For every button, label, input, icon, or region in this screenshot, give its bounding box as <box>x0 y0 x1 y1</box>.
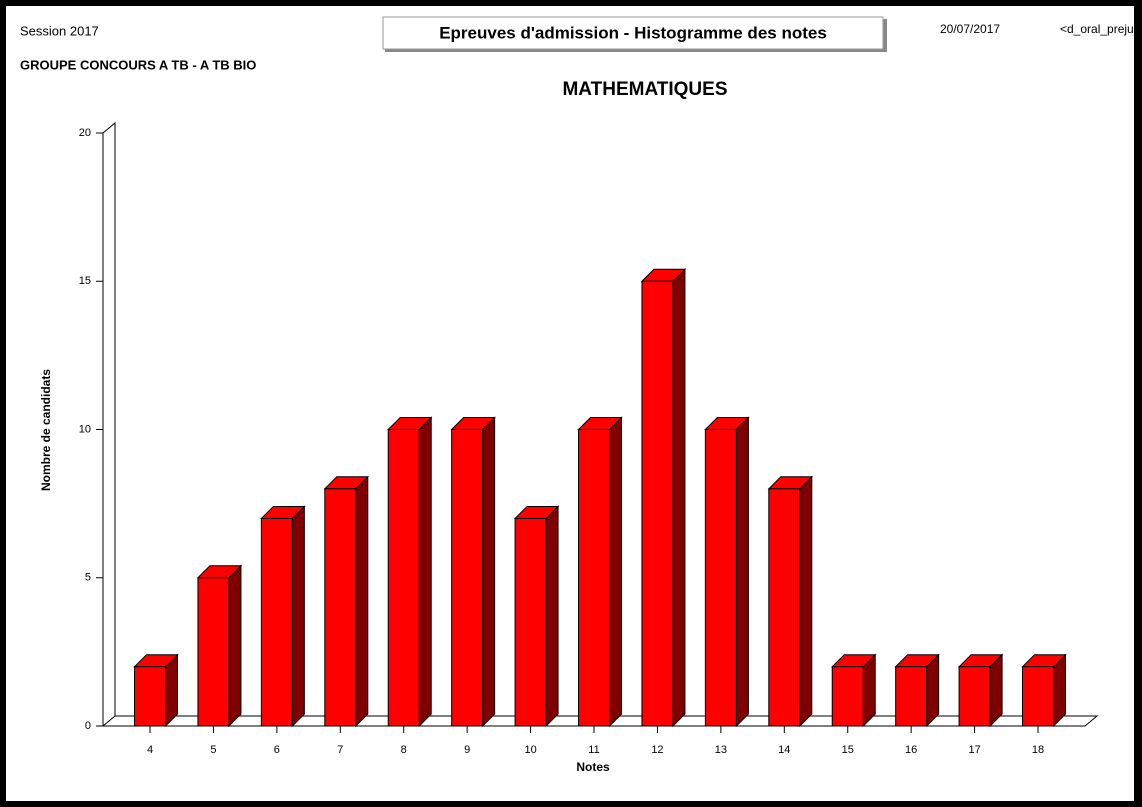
report-area <box>6 6 1134 801</box>
bar <box>387 429 420 727</box>
y-tick-label: 5 <box>85 572 91 584</box>
x-tick-label: 6 <box>274 744 280 756</box>
x-tick-label: 12 <box>651 744 663 756</box>
bar <box>641 280 674 727</box>
y-tick-label: 20 <box>79 127 91 139</box>
chart-title: MATHEMATIQUES <box>562 79 727 100</box>
bar <box>1022 666 1055 727</box>
title-box <box>382 16 884 50</box>
y-tick-label: 0 <box>85 720 91 732</box>
report-name: <d_oral_preju <box>1060 22 1134 36</box>
x-tick-label: 8 <box>401 744 407 756</box>
y-axis-label: Nombre de candidats <box>39 369 53 491</box>
bar-side <box>482 416 496 728</box>
x-tick-label: 15 <box>842 744 854 756</box>
bar <box>197 577 230 727</box>
x-tick-label: 17 <box>968 744 980 756</box>
x-tick-label: 5 <box>210 744 216 756</box>
bar <box>578 429 611 727</box>
bar <box>895 666 928 727</box>
bar-side <box>355 475 369 728</box>
group: GROUPE CONCOURS A TB - A TB BIO <box>20 57 256 72</box>
bar-side <box>609 416 623 728</box>
bar-side <box>672 268 686 728</box>
bar-side <box>545 505 559 728</box>
y-tick-label: 15 <box>79 275 91 287</box>
session: Session 2017 <box>20 23 99 38</box>
bar-side <box>418 416 432 728</box>
bar <box>958 666 991 727</box>
floor <box>101 715 1099 727</box>
y-tick-label: 10 <box>79 423 91 435</box>
bar <box>768 488 801 727</box>
x-tick-label: 10 <box>524 744 536 756</box>
bar <box>514 517 547 727</box>
bar <box>134 666 166 727</box>
bar <box>704 429 737 727</box>
x-tick-label: 11 <box>588 744 599 756</box>
x-tick-label: 18 <box>1032 744 1044 756</box>
bar <box>260 517 293 727</box>
x-tick-label: 4 <box>147 744 153 756</box>
x-tick-label: 7 <box>337 744 343 756</box>
x-tick-label: 9 <box>464 744 470 756</box>
x-axis-label: Notes <box>576 760 610 774</box>
bar-side <box>735 416 749 728</box>
report-title: Epreuves d'admission - Histogramme des n… <box>439 23 827 42</box>
bar-side <box>228 564 242 728</box>
bar <box>831 666 864 727</box>
date: 20/07/2017 <box>940 22 1000 36</box>
x-tick-label: 13 <box>715 744 727 756</box>
bar <box>451 429 484 727</box>
x-tick-label: 14 <box>778 744 790 756</box>
bar-side <box>799 475 813 728</box>
bar <box>324 488 357 727</box>
x-tick-label: 16 <box>905 744 917 756</box>
bar-side <box>291 505 305 728</box>
